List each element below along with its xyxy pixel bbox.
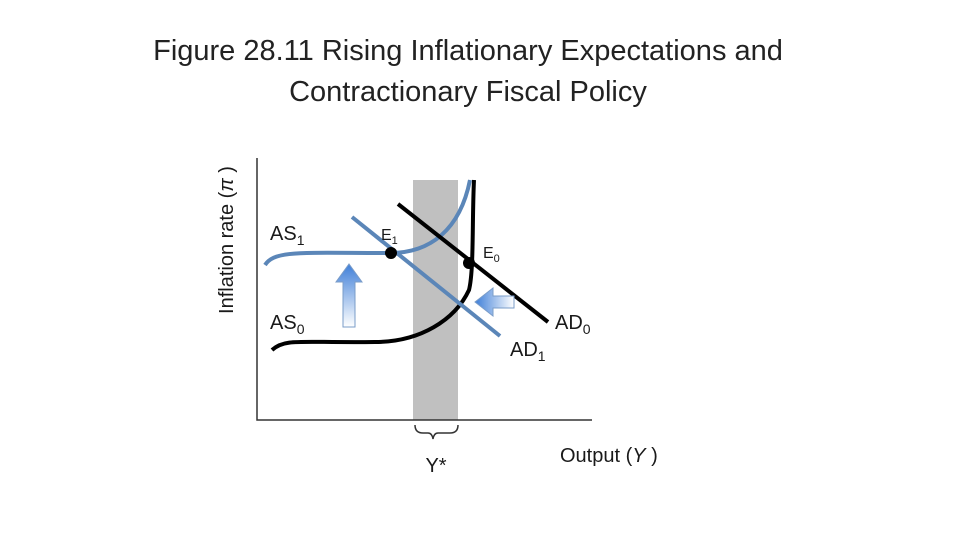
point-e1 <box>385 247 397 259</box>
x-axis-label: Output (Y ) <box>560 445 658 467</box>
title-line: Contractionary Fiscal Policy <box>289 76 647 108</box>
curve-label: AS1 <box>270 223 305 248</box>
as0-curve <box>270 179 476 352</box>
up-arrow <box>335 263 363 328</box>
y-axis-label: Inflation rate (π ) <box>216 166 238 314</box>
brace <box>414 424 459 440</box>
ad1-line <box>350 215 502 338</box>
point-label: E0 <box>483 245 500 265</box>
curve-label: AS0 <box>270 312 305 337</box>
potential-band <box>413 180 458 420</box>
title-line: Figure 28.11 Rising Inflationary Expecta… <box>153 35 783 67</box>
point-e0 <box>463 257 475 269</box>
left-arrow <box>474 286 515 318</box>
potential-label: Y* <box>425 455 446 477</box>
curve-label: AD0 <box>555 312 591 337</box>
point-label: E1 <box>381 227 398 247</box>
curve-label: AD1 <box>510 339 546 364</box>
axes <box>256 158 592 421</box>
